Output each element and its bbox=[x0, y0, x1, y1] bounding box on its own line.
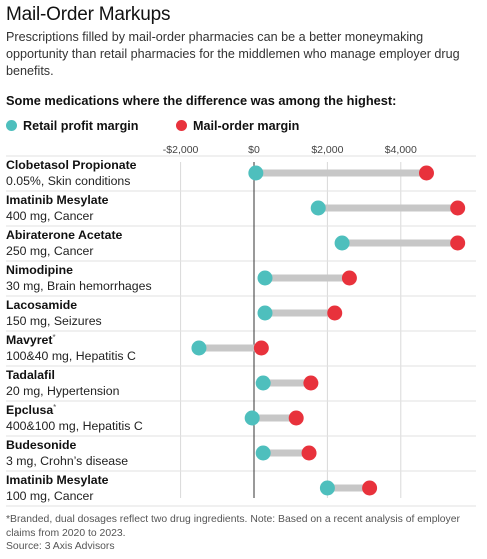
x-tick-label: $4,000 bbox=[385, 144, 417, 156]
drug-detail: 400 mg, Cancer bbox=[6, 209, 94, 223]
footnote: *Branded, dual dosages reflect two drug … bbox=[6, 514, 460, 539]
retail-margin-point bbox=[334, 235, 350, 251]
mail-order-margin-point bbox=[288, 410, 304, 426]
drug-name: Nimodipine bbox=[6, 263, 73, 277]
drug-detail: 400&100 mg, Hepatitis C bbox=[6, 419, 143, 433]
drug-name: Budesonide bbox=[6, 438, 77, 452]
retail-margin-point bbox=[319, 480, 335, 496]
drug-name: Epclusa* bbox=[6, 403, 56, 417]
retail-margin-point bbox=[255, 375, 271, 391]
drug-name: Imatinib Mesylate bbox=[6, 193, 109, 207]
retail-margin-point bbox=[257, 270, 273, 286]
drug-detail: 100&40 mg, Hepatitis C bbox=[6, 349, 136, 363]
drug-detail: 150 mg, Seizures bbox=[6, 314, 102, 328]
chart-heading: Some medications where the difference wa… bbox=[6, 93, 397, 108]
dumbbell-chart: -$2,000 $0 $2,000 $4,000 Clobetasol Propiona… bbox=[6, 144, 476, 507]
mail-order-margin-point bbox=[301, 445, 317, 461]
drug-name: Imatinib Mesylate bbox=[6, 473, 109, 487]
mail-order-margin-point bbox=[450, 200, 466, 216]
drug-detail: 30 mg, Brain hemorrhages bbox=[6, 279, 152, 293]
chart-title: Mail-Order Markups bbox=[6, 4, 171, 25]
retail-margin-point bbox=[244, 410, 260, 426]
drug-name: Clobetasol Propionate bbox=[6, 158, 137, 172]
x-tick-label: $0 bbox=[248, 144, 260, 156]
drug-name: Abiraterone Acetate bbox=[6, 228, 123, 242]
mail-order-margin-point bbox=[450, 235, 466, 251]
mail-order-margin-point bbox=[327, 305, 343, 321]
chart-subtitle: Prescriptions filled by mail-order pharm… bbox=[6, 30, 460, 78]
legend-swatch-mail bbox=[176, 120, 187, 131]
retail-margin-point bbox=[257, 305, 273, 321]
mail-order-margin-point bbox=[253, 340, 269, 356]
drug-name: Tadalafil bbox=[6, 368, 55, 382]
legend-item-retail: Retail profit margin bbox=[6, 119, 138, 133]
drug-detail: 0.05%, Skin conditions bbox=[6, 174, 130, 188]
x-tick-label: -$2,000 bbox=[163, 144, 199, 156]
source-note: Source: 3 Axis Advisors bbox=[6, 541, 115, 552]
drug-name: Lacosamide bbox=[6, 298, 77, 312]
legend-item-mail: Mail-order margin bbox=[176, 119, 299, 133]
retail-margin-point bbox=[191, 340, 207, 356]
drug-detail: 3 mg, Crohn’s disease bbox=[6, 454, 128, 468]
retail-margin-point bbox=[255, 445, 271, 461]
drug-detail: 20 mg, Hypertension bbox=[6, 384, 120, 398]
legend-label-mail: Mail-order margin bbox=[193, 119, 300, 133]
drug-detail: 250 mg, Cancer bbox=[6, 244, 94, 258]
x-tick-label: $2,000 bbox=[311, 144, 343, 156]
mail-order-margin-point bbox=[303, 375, 319, 391]
drug-detail: 100 mg, Cancer bbox=[6, 489, 94, 503]
mail-order-margin-point bbox=[341, 270, 357, 286]
retail-margin-point bbox=[248, 165, 264, 181]
mail-order-margin-point bbox=[418, 165, 434, 181]
legend-swatch-retail bbox=[6, 120, 17, 131]
retail-margin-point bbox=[310, 200, 326, 216]
legend-label-retail: Retail profit margin bbox=[23, 119, 139, 133]
drug-name: Mavyret* bbox=[6, 333, 56, 347]
mail-order-margin-point bbox=[362, 480, 378, 496]
